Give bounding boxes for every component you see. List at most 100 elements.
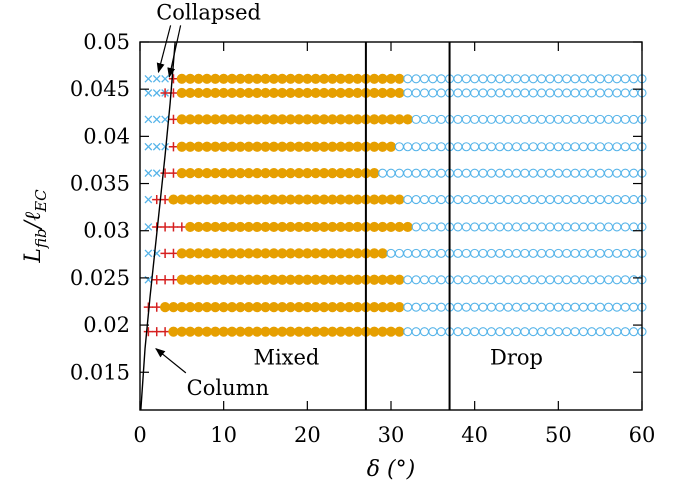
open-point	[495, 74, 505, 84]
filled-point	[310, 248, 321, 259]
filled-point	[218, 168, 229, 179]
filled-point	[193, 168, 204, 179]
open-point	[428, 195, 438, 205]
open-point	[629, 275, 639, 285]
filled-point	[185, 87, 196, 99]
open-point	[394, 168, 404, 178]
open-point	[629, 195, 639, 205]
open-point	[603, 168, 614, 178]
filled-point	[385, 274, 397, 285]
open-point	[603, 195, 614, 205]
filled-point	[201, 87, 213, 99]
filled-point	[243, 141, 254, 152]
filled-point	[302, 194, 313, 205]
open-point	[403, 248, 413, 258]
open-point	[486, 168, 496, 178]
open-point	[478, 248, 488, 258]
open-point	[419, 195, 430, 205]
open-point	[578, 74, 588, 84]
filled-point	[394, 302, 405, 313]
open-point	[419, 142, 430, 152]
filled-point	[210, 87, 221, 99]
plus-point	[168, 114, 179, 124]
open-point	[553, 302, 563, 312]
filled-point	[210, 114, 221, 125]
open-point	[411, 142, 421, 152]
filled-point	[260, 73, 271, 84]
open-point	[511, 248, 522, 258]
filled-point	[160, 302, 171, 313]
filled-point	[369, 87, 380, 99]
open-point	[587, 88, 597, 98]
plus-point	[160, 248, 170, 258]
filled-point	[344, 168, 355, 179]
filled-point	[335, 168, 346, 179]
filled-point	[185, 141, 196, 152]
open-point	[403, 275, 413, 285]
filled-point	[327, 221, 338, 233]
open-point	[428, 275, 438, 285]
open-point	[612, 302, 622, 312]
filled-point	[293, 302, 305, 313]
open-point	[503, 248, 513, 258]
open-point	[528, 88, 538, 98]
filled-point	[260, 274, 271, 285]
filled-point	[318, 248, 330, 259]
open-point	[603, 302, 614, 312]
filled-point	[201, 248, 213, 259]
filled-point	[335, 326, 346, 337]
filled-point	[293, 141, 305, 152]
filled-point	[193, 302, 204, 313]
open-point	[503, 88, 513, 98]
cross-point	[144, 195, 153, 204]
open-point	[629, 74, 639, 84]
open-point	[411, 114, 421, 124]
filled-point	[394, 87, 405, 99]
open-point	[436, 88, 446, 98]
filled-point	[293, 73, 305, 84]
filled-point	[277, 73, 288, 84]
filled-point	[310, 302, 321, 313]
filled-point	[352, 87, 363, 99]
open-point	[503, 142, 513, 152]
open-point	[419, 74, 430, 84]
open-point	[553, 327, 563, 337]
open-point	[603, 74, 614, 84]
filled-point	[185, 221, 196, 233]
open-point	[587, 248, 597, 258]
open-point	[603, 222, 614, 232]
filled-point	[201, 73, 213, 84]
filled-point	[210, 302, 221, 313]
filled-point	[318, 302, 330, 313]
open-point	[461, 275, 471, 285]
filled-point	[318, 114, 330, 125]
filled-point	[243, 221, 254, 233]
filled-point	[293, 221, 305, 233]
filled-point	[327, 73, 338, 84]
open-point	[486, 114, 496, 124]
filled-point	[352, 141, 363, 152]
filled-point	[352, 248, 363, 259]
open-point	[419, 302, 430, 312]
open-point	[511, 74, 522, 84]
plus-point	[168, 222, 179, 232]
filled-point	[260, 194, 271, 205]
cross-point	[144, 115, 153, 124]
filled-point	[218, 114, 229, 125]
open-point	[603, 275, 614, 285]
open-point	[595, 195, 605, 205]
cross-point	[144, 223, 153, 231]
filled-point	[369, 274, 380, 285]
open-point	[436, 168, 446, 178]
open-point	[620, 74, 630, 84]
cross-point	[144, 89, 153, 97]
plus-point	[152, 327, 162, 337]
open-point	[511, 327, 522, 337]
open-point	[411, 195, 421, 205]
open-point	[595, 302, 605, 312]
open-point	[478, 74, 488, 84]
open-point	[428, 142, 438, 152]
filled-point	[268, 87, 279, 99]
filled-point	[260, 114, 271, 125]
